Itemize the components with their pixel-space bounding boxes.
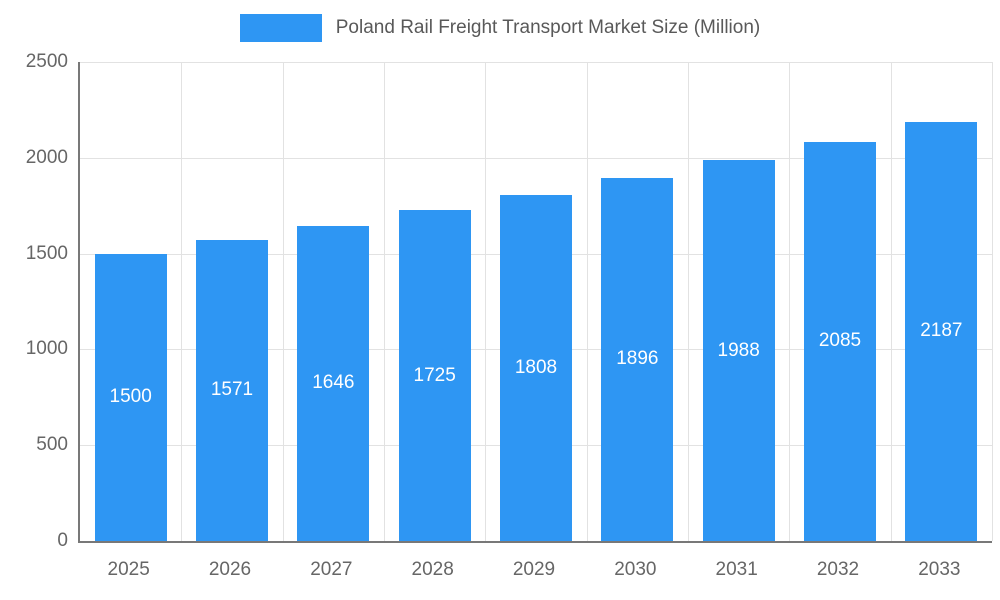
bar-2025[interactable]: 1500 — [94, 253, 167, 541]
y-tick-label: 2500 — [25, 51, 68, 72]
x-tick-label: 2026 — [208, 559, 252, 580]
y-tick-label: 2000 — [25, 146, 68, 168]
bar-2027[interactable]: 1646 — [297, 225, 370, 541]
x-tick-label: 2031 — [715, 559, 758, 580]
bar-2026[interactable]: 1571 — [196, 239, 268, 541]
x-tick-label: 2029 — [512, 559, 556, 580]
bar-2029[interactable]: 1808 — [500, 194, 572, 541]
gridline-vertical — [384, 62, 385, 541]
y-tick-label: 1000 — [25, 338, 68, 360]
gridline-vertical — [181, 62, 183, 541]
x-tick-label: 2030 — [614, 559, 657, 580]
gridline-vertical — [485, 62, 487, 541]
bar-value-label: 2085 — [818, 330, 862, 352]
gridline-vertical — [890, 62, 892, 541]
gridline-vertical — [586, 62, 588, 541]
bar-2032[interactable]: 2085 — [804, 141, 876, 541]
gridline-horizontal — [80, 62, 992, 63]
gridline-vertical — [789, 62, 791, 541]
x-tick-label: 2033 — [918, 559, 961, 580]
x-tick-label: 2025 — [107, 559, 150, 580]
y-tick-label: 1500 — [25, 242, 68, 264]
plot-area: 1500 1571 1646 1725 1808 1896 1988 2085 2187 — [78, 62, 993, 543]
bar-value-label: 2187 — [920, 320, 963, 342]
gridline-vertical — [992, 62, 993, 541]
bar-value-label: 1896 — [616, 348, 659, 370]
bar-value-label: 1988 — [717, 339, 760, 361]
gridline-horizontal — [80, 157, 992, 159]
gridline-vertical — [688, 62, 689, 541]
bar-value-label: 1808 — [514, 356, 558, 378]
bar-value-label: 1500 — [109, 386, 152, 408]
bar-2028[interactable]: 1725 — [398, 210, 471, 541]
gridline-vertical — [282, 62, 284, 541]
bar-value-label: 1571 — [210, 379, 254, 401]
bar-2031[interactable]: 1988 — [702, 160, 775, 541]
bar-2030[interactable]: 1896 — [601, 177, 674, 541]
x-tick-label: 2032 — [816, 559, 860, 580]
x-tick-label: 2027 — [310, 559, 353, 580]
chart-title: Poland Rail Freight Transport Market Siz… — [335, 17, 761, 38]
legend[interactable]: Poland Rail Freight Transport Market Siz… — [0, 14, 1000, 42]
x-tick-label: 2028 — [411, 559, 454, 580]
y-tick-label: 0 — [57, 530, 68, 551]
bar-2033[interactable]: 2187 — [905, 121, 978, 541]
legend-swatch — [239, 14, 322, 42]
y-tick-label: 500 — [36, 434, 68, 456]
bar-value-label: 1725 — [413, 364, 456, 386]
bar-value-label: 1646 — [312, 372, 355, 394]
